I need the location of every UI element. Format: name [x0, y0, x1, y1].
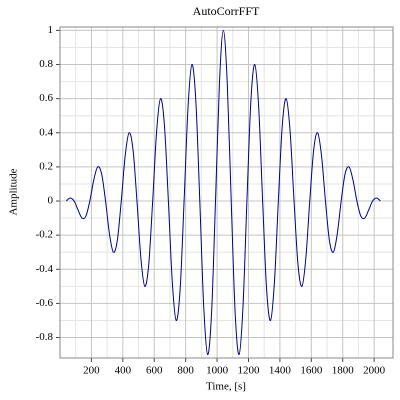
y-tick-label: 0.4: [39, 126, 53, 138]
x-tick-label: 400: [115, 365, 132, 377]
y-axis-label: Amplitude: [8, 168, 20, 215]
y-tick-label: -0.6: [36, 297, 54, 309]
y-tick-label: 1: [48, 24, 54, 36]
y-tick-label: -0.2: [36, 229, 53, 241]
y-tick-label: -0.4: [36, 263, 54, 275]
x-tick-label: 1800: [332, 365, 355, 377]
x-tick-label: 2000: [363, 365, 386, 377]
chart-title: AutoCorrFFT: [193, 4, 260, 18]
y-tick-label: 0.8: [39, 58, 53, 70]
x-tick-label: 1200: [237, 365, 260, 377]
y-tick-label: 0.2: [39, 160, 53, 172]
x-tick-label: 1000: [206, 365, 229, 377]
x-tick-label: 800: [177, 365, 194, 377]
y-tick-label: 0: [48, 195, 54, 207]
plot-border: [59, 26, 394, 359]
plot-background: [60, 27, 393, 358]
x-tick-label: 200: [83, 365, 100, 377]
plot-area: [56, 26, 394, 362]
x-tick-label: 600: [146, 365, 163, 377]
line-series: [65, 29, 381, 356]
x-tick-label: 1600: [300, 365, 323, 377]
x-tick-label: 1400: [269, 365, 292, 377]
x-axis-label: Time, [s]: [206, 381, 246, 393]
y-tick-label: 0.6: [39, 92, 53, 104]
y-tick-label: -0.8: [36, 331, 54, 343]
